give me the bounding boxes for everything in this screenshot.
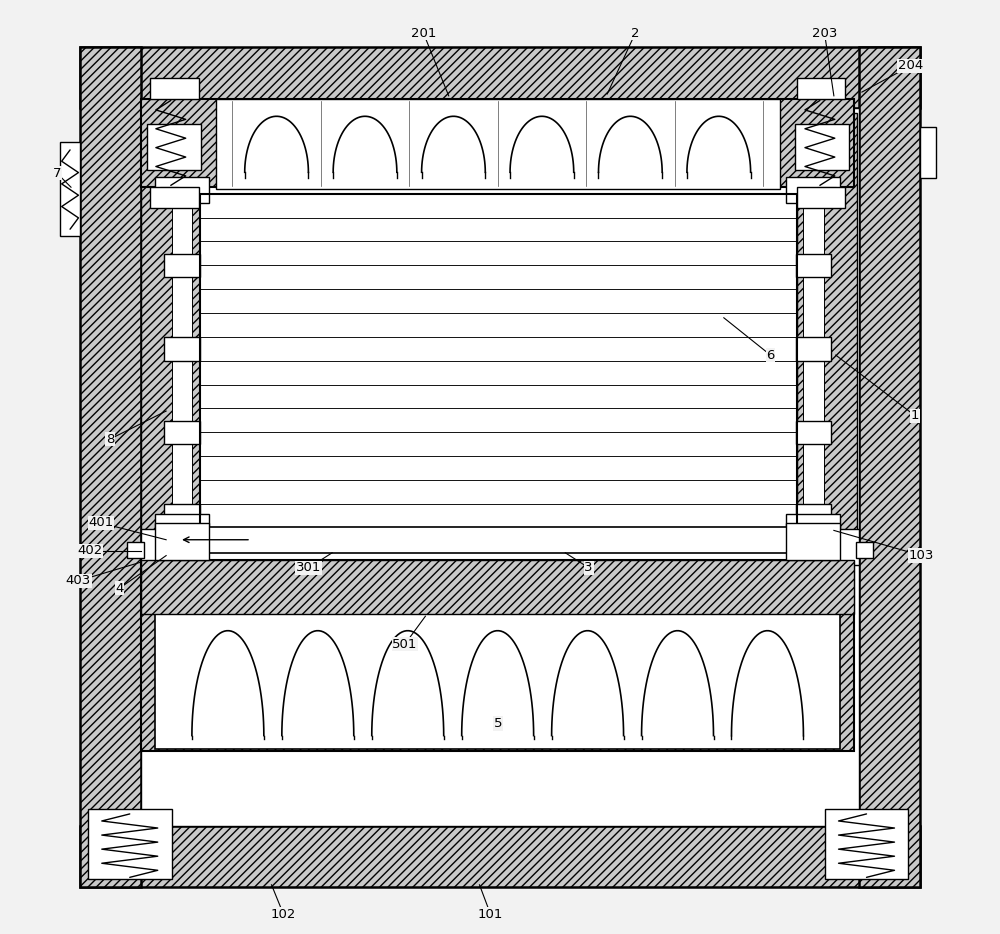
- Text: 5: 5: [494, 717, 502, 730]
- Bar: [796, 504, 831, 528]
- Bar: [786, 177, 840, 203]
- Bar: [141, 113, 202, 546]
- Bar: [798, 530, 859, 565]
- Text: 6: 6: [766, 348, 775, 361]
- Text: 4: 4: [115, 582, 124, 595]
- Bar: [80, 48, 920, 108]
- Bar: [200, 337, 797, 361]
- Bar: [825, 809, 908, 879]
- Bar: [127, 542, 144, 559]
- Bar: [141, 99, 854, 187]
- Text: 403: 403: [66, 574, 91, 587]
- Bar: [786, 523, 840, 560]
- Bar: [60, 143, 80, 235]
- Text: 103: 103: [909, 549, 934, 562]
- Bar: [200, 432, 797, 456]
- Bar: [160, 187, 178, 193]
- Bar: [796, 421, 831, 445]
- Bar: [786, 514, 840, 537]
- Bar: [200, 218, 797, 242]
- Bar: [200, 385, 797, 408]
- Bar: [164, 337, 200, 361]
- Text: 1: 1: [911, 409, 919, 422]
- Bar: [172, 193, 192, 528]
- Bar: [200, 503, 797, 528]
- Text: 2: 2: [631, 27, 639, 40]
- Bar: [80, 826, 920, 886]
- Text: 203: 203: [812, 27, 837, 40]
- Bar: [164, 421, 200, 445]
- Bar: [856, 542, 873, 559]
- Text: 402: 402: [77, 545, 102, 558]
- Bar: [155, 614, 840, 749]
- Bar: [200, 527, 797, 553]
- Text: 501: 501: [392, 638, 418, 651]
- Text: 3: 3: [584, 561, 593, 574]
- Text: 102: 102: [271, 908, 296, 921]
- Bar: [80, 48, 141, 886]
- Bar: [150, 78, 199, 99]
- Bar: [155, 177, 209, 203]
- Bar: [200, 290, 797, 313]
- Bar: [164, 254, 200, 277]
- Bar: [920, 127, 936, 177]
- Bar: [200, 193, 797, 528]
- Bar: [200, 193, 797, 218]
- Bar: [803, 193, 824, 528]
- Bar: [797, 113, 857, 546]
- Bar: [797, 187, 845, 207]
- Bar: [200, 361, 797, 385]
- Bar: [797, 78, 845, 99]
- Bar: [859, 48, 920, 886]
- Bar: [141, 530, 202, 565]
- Bar: [141, 560, 854, 615]
- Bar: [796, 337, 831, 361]
- Text: 401: 401: [88, 517, 113, 530]
- Bar: [141, 560, 854, 752]
- Text: 201: 201: [411, 27, 436, 40]
- Text: 301: 301: [296, 561, 322, 574]
- Bar: [200, 408, 797, 432]
- Bar: [216, 99, 780, 189]
- Bar: [141, 108, 859, 826]
- Bar: [796, 254, 831, 277]
- Bar: [200, 265, 797, 290]
- Bar: [200, 456, 797, 480]
- Text: 101: 101: [478, 908, 503, 921]
- Bar: [164, 504, 200, 528]
- Bar: [200, 313, 797, 337]
- Text: 8: 8: [106, 432, 114, 446]
- Bar: [88, 809, 172, 879]
- Bar: [795, 124, 849, 170]
- Bar: [155, 514, 209, 537]
- Bar: [147, 124, 201, 170]
- Text: 7: 7: [53, 167, 61, 179]
- Bar: [200, 242, 797, 265]
- Text: 204: 204: [898, 60, 923, 73]
- Bar: [155, 523, 209, 560]
- Bar: [200, 480, 797, 503]
- Bar: [817, 187, 836, 193]
- Bar: [150, 187, 199, 207]
